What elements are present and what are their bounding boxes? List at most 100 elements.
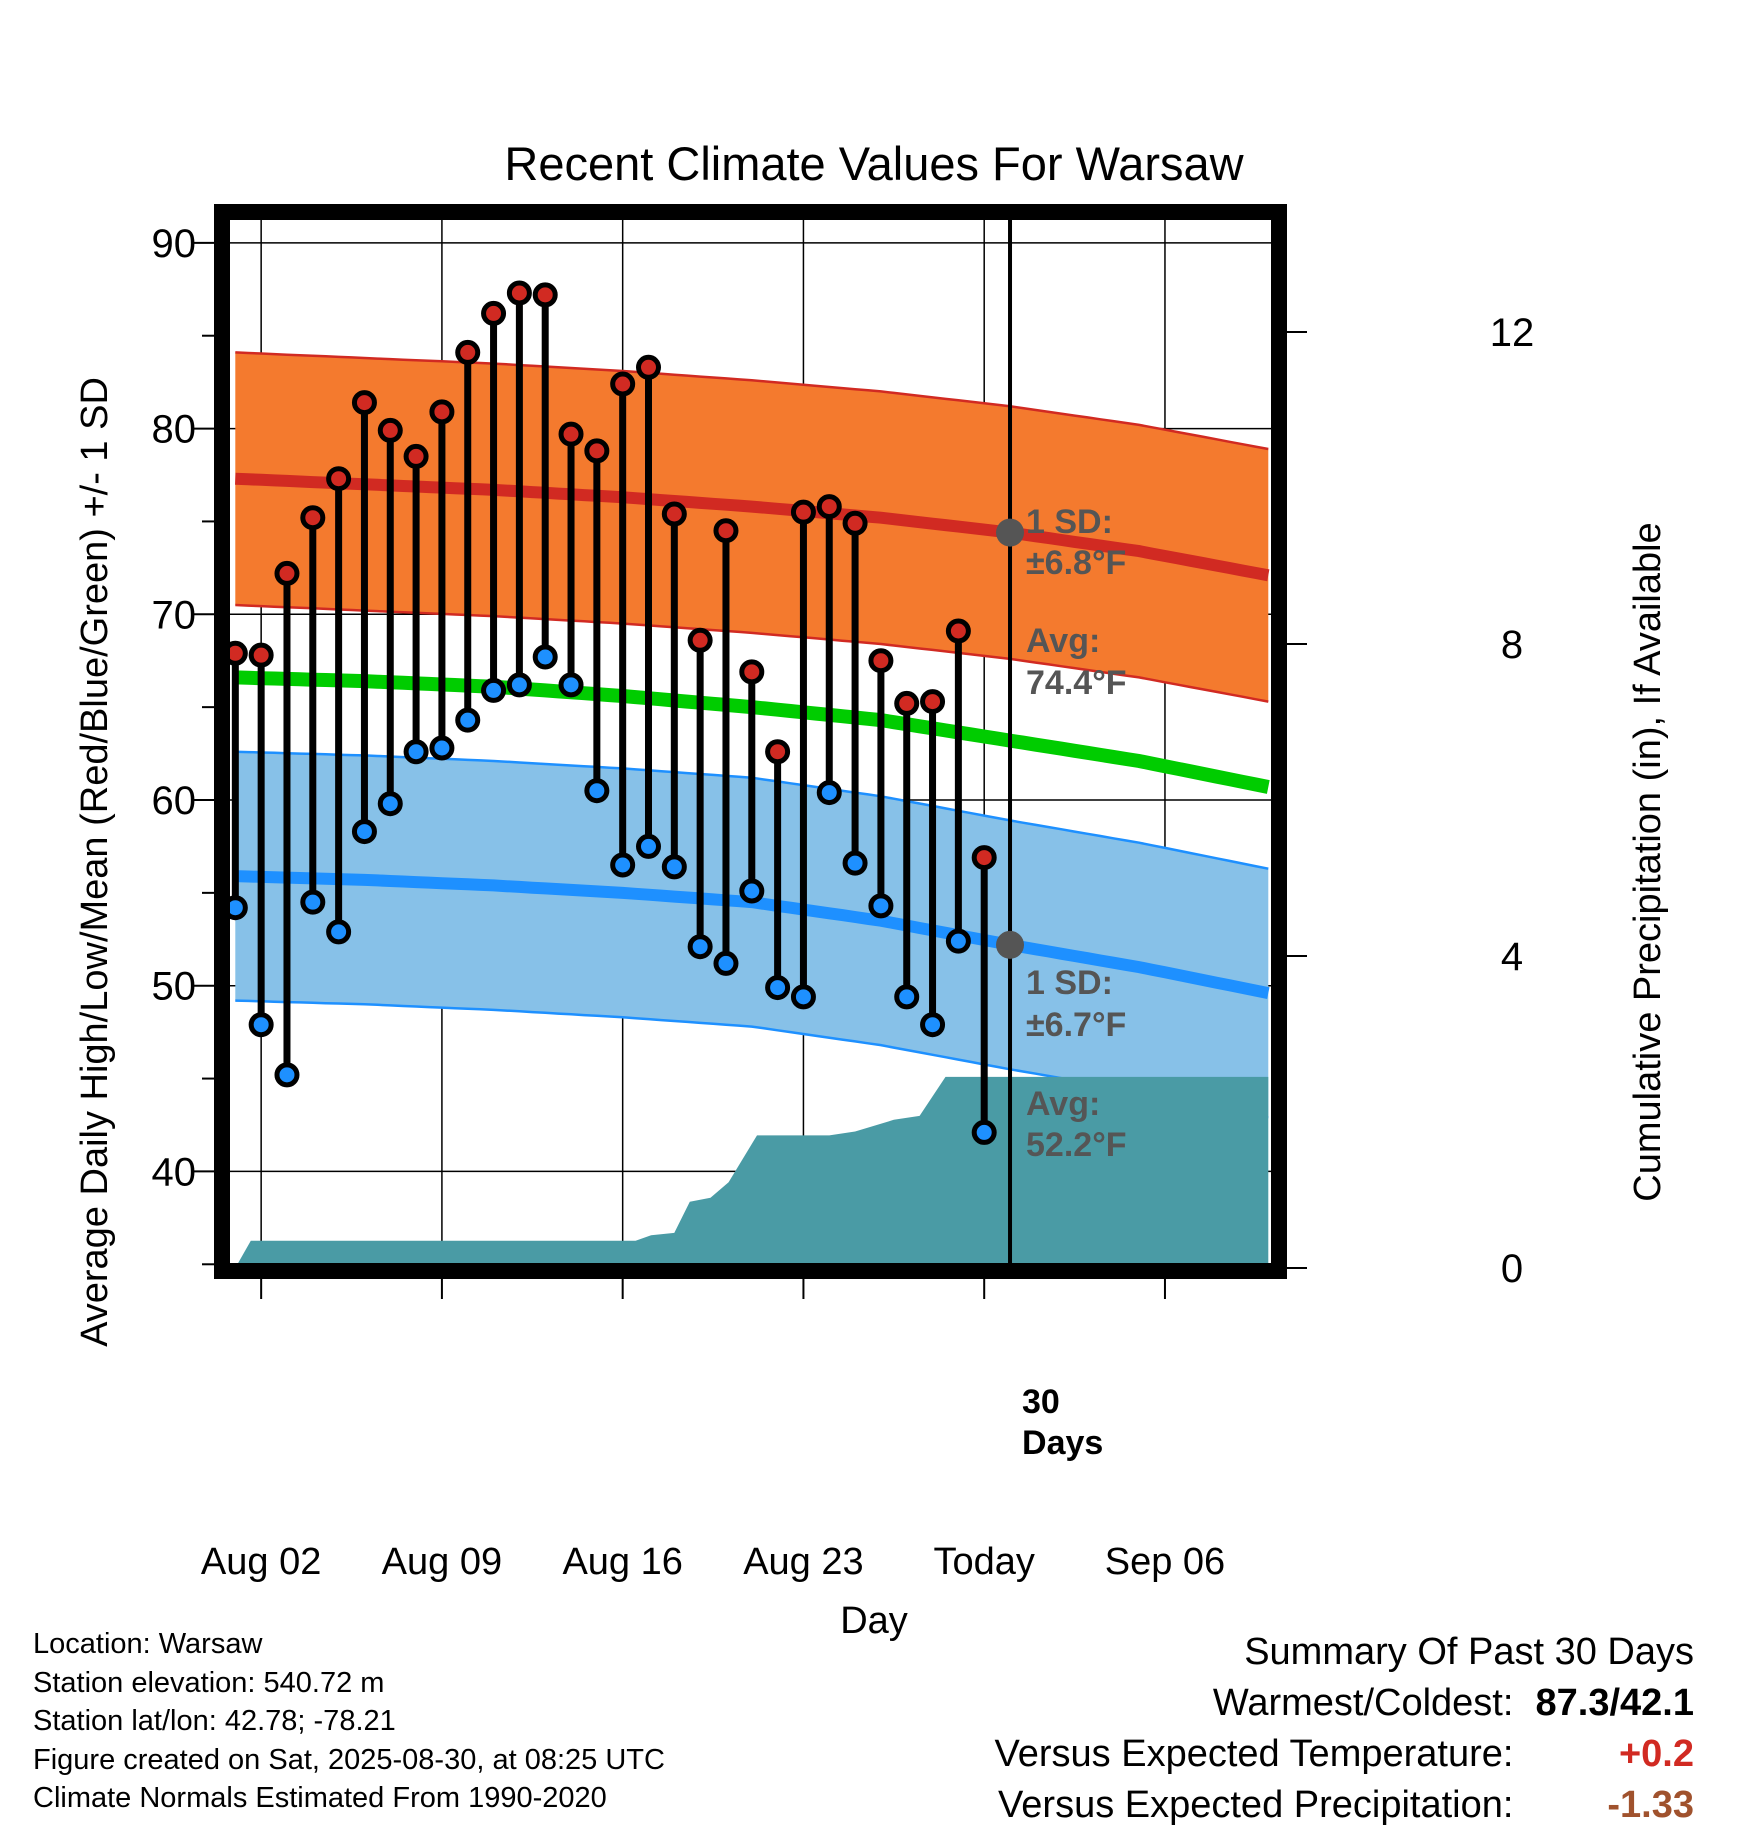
warm-cold-label: Warmest/Coldest: [1212,1682,1514,1724]
x-tick-label: Sep 06 [1105,1541,1225,1583]
temp-value: +0.2 [1618,1733,1694,1775]
daily-high-point [455,339,481,365]
annotation-high-sd-label: 1 SD: [1026,503,1113,541]
normal-high-line [235,472,1270,582]
y-left-tick-label: 90 [152,222,197,266]
summary-warm-cold: Warmest/Coldest: 87.3/42.1 [995,1678,1694,1729]
daily-low-point [816,780,842,806]
daily-low-point [532,644,558,670]
high-sd-upper-line [235,351,1269,451]
precip-label: Versus Expected Precipitation: [998,1784,1514,1826]
normals-text: Climate Normals Estimated From 1990-2020 [33,1782,607,1814]
daily-high-point [739,659,765,685]
daily-low-point [481,677,507,703]
plot-frame [214,204,1287,1279]
high-sd-lower-line [235,603,1269,703]
daily-low-point [894,984,920,1010]
created-text: Figure created on Sat, 2025-08-30, at 08… [33,1743,665,1776]
y-axis-left-label: Average Daily High/Low/Mean (Red/Blue/Gr… [74,377,116,1347]
daily-high-point [403,443,429,469]
station-info: Location: Warsaw Station elevation: 540.… [33,1625,665,1818]
y-left-tick-label: 40 [152,1150,197,1194]
daily-high-point [868,648,894,674]
annotation-days-number: 30 [1022,1383,1060,1421]
daily-low-point [300,889,326,915]
daily-low-point [248,1012,274,1038]
annotation-low-sd-value: ±6.7°F [1026,1006,1126,1044]
annotation-high-avg-label: Avg: [1026,622,1100,660]
y-right-tick-label: 12 [1490,311,1535,355]
daily-low-point [739,878,765,904]
y-right-tick-label: 8 [1501,623,1523,667]
daily-high-point [429,399,455,425]
daily-low-point [558,672,584,698]
daily-low-point [945,928,971,954]
latlon-text: Station lat/lon: 42.78; -78.21 [33,1705,396,1737]
x-tick-label: Aug 02 [201,1541,321,1583]
summary-precip: Versus Expected Precipitation: -1.33 [995,1780,1694,1831]
daily-high-point [300,505,326,531]
daily-low-point [713,950,739,976]
precip-area [235,1076,1269,1268]
daily-low-point [326,919,352,945]
today-low-avg-marker [996,930,1025,959]
daily-high-point [274,560,300,586]
daily-low-point [790,984,816,1010]
daily-low-point [920,1012,946,1038]
daily-low-point [661,854,687,880]
y-left-tick-label: 60 [152,779,197,823]
daily-low-point [868,893,894,919]
x-tick-label: Aug 23 [743,1541,863,1583]
daily-high-point [920,689,946,715]
annotation-low-avg-value: 52.2°F [1026,1126,1127,1164]
annotation-high-sd-value: ±6.8°F [1026,544,1126,582]
daily-low-point [403,739,429,765]
daily-high-point [248,642,274,668]
summary-temp: Versus Expected Temperature: +0.2 [995,1729,1694,1780]
daily-high-point [377,417,403,443]
daily-high-point [635,354,661,380]
daily-high-point [894,690,920,716]
daily-high-point [661,501,687,527]
daily-high-point [687,627,713,653]
y-right-tick-label: 4 [1501,935,1523,979]
daily-low-point [635,833,661,859]
daily-high-point [610,371,636,397]
annotation-low-avg-label: Avg: [1026,1085,1100,1123]
daily-high-point [506,280,532,306]
daily-low-point [377,791,403,817]
daily-low-point [506,672,532,698]
daily-low-point [274,1062,300,1088]
x-tick-label: Aug 16 [562,1541,682,1583]
summary-panel: Summary Of Past 30 Days Warmest/Coldest:… [995,1627,1694,1831]
y-left-tick-label: 70 [152,593,197,637]
daily-high-point [532,282,558,308]
daily-high-point [584,438,610,464]
daily-high-point [765,739,791,765]
daily-low-point [765,975,791,1001]
y-axis-right-label: Cumulative Precipitation (in), If Availa… [1627,522,1669,1201]
y-left-tick-label: 80 [152,408,197,452]
daily-low-point [351,819,377,845]
x-tick-label: Aug 09 [382,1541,502,1583]
daily-high-point [842,510,868,536]
daily-high-point [326,466,352,492]
daily-low-point [687,934,713,960]
daily-high-point [790,499,816,525]
today-high-avg-marker [996,518,1025,547]
x-tick-label: Today [933,1541,1034,1583]
daily-high-point [971,845,997,871]
annotation-low-sd-label: 1 SD: [1026,964,1113,1002]
summary-title: Summary Of Past 30 Days [1244,1631,1694,1673]
chart-title: Recent Climate Values For Warsaw [504,137,1244,190]
daily-low-point [971,1119,997,1145]
daily-high-point [351,390,377,416]
x-axis-label: Day [840,1600,908,1642]
daily-high-point [945,618,971,644]
daily-high-point [713,518,739,544]
daily-high-point [558,421,584,447]
annotation-days-word: Days [1022,1424,1103,1462]
y-right-tick-label: 0 [1501,1247,1523,1291]
